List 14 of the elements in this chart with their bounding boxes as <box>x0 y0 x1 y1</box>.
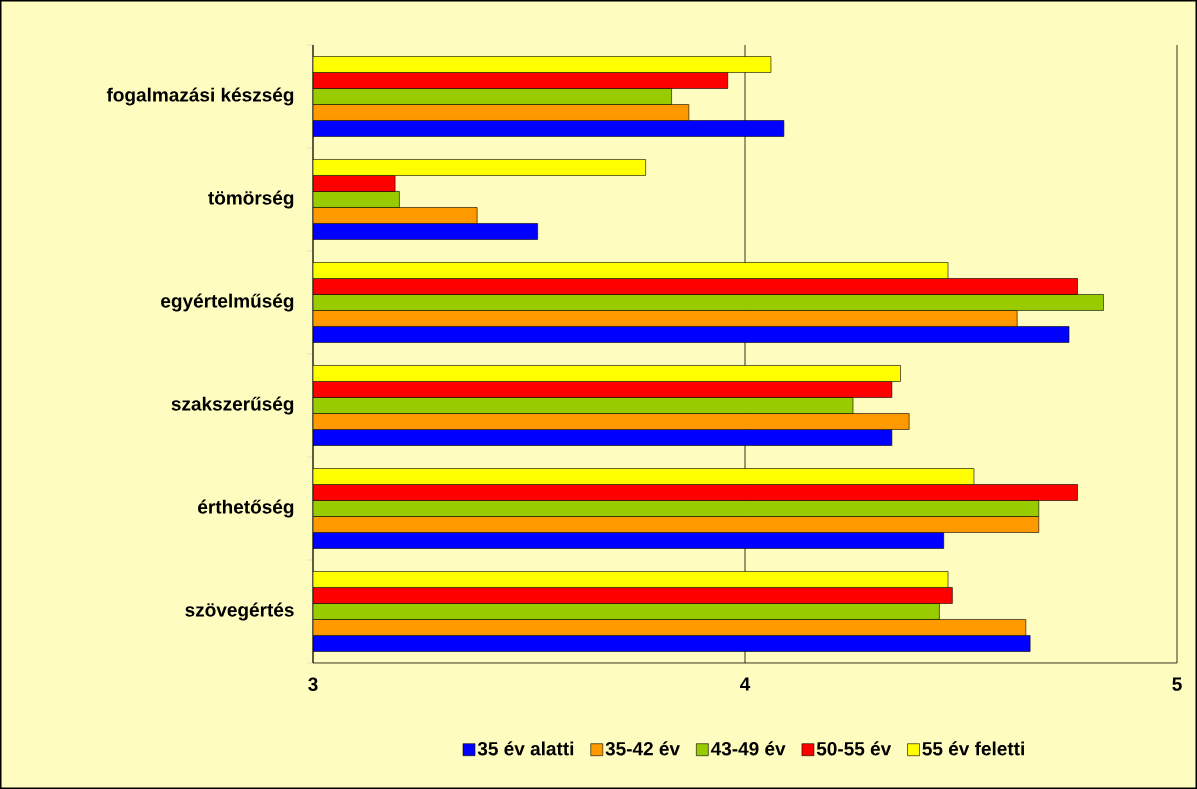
legend-label: 43-49 év <box>710 741 786 756</box>
x-tick-label: 5 <box>1172 677 1182 691</box>
y-tick-label: szövegértés <box>185 602 294 621</box>
x-tick-label: 3 <box>308 677 318 691</box>
y-tick-label: tömörség <box>208 190 294 209</box>
legend-label: 35-42 év <box>605 741 680 756</box>
y-tick-label: fogalmazási készség <box>106 87 294 106</box>
y-tick-label: szakszerűség <box>171 396 294 415</box>
x-tick-label: 4 <box>740 677 751 691</box>
legend-label: 35 év alatti <box>477 741 574 756</box>
legend-label: 50-55 év <box>816 741 892 756</box>
y-tick-label: egyértelműség <box>161 293 294 312</box>
y-tick-label: érthetőség <box>198 499 294 518</box>
legend-label: 55 év feletti <box>922 741 1024 756</box>
